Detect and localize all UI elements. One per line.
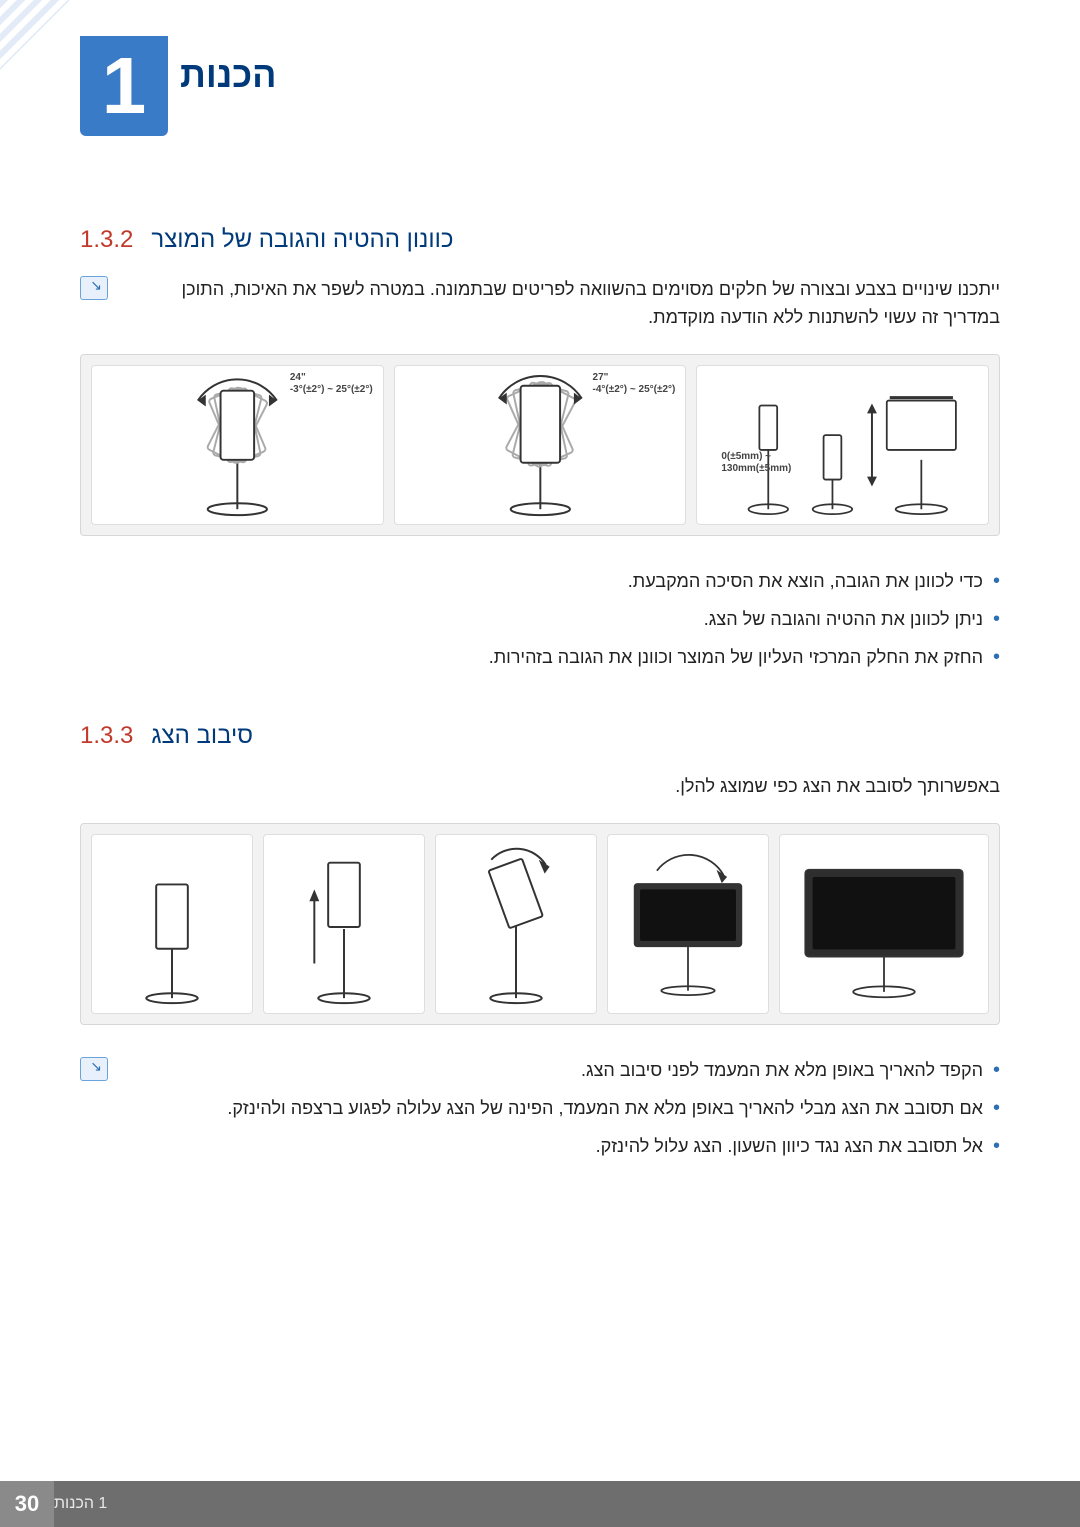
tilt-figure-24: 24" -3°(±2°) ~ 25°(±2°): [91, 365, 384, 525]
page-footer: 1 הכנות 30: [0, 1481, 1080, 1527]
section-title: סיבוב הצג: [151, 722, 253, 750]
figure-label: 0(±5mm) ~ 130mm(±5mm): [721, 451, 791, 476]
footer-page-number: 30: [0, 1481, 54, 1527]
tilt-figure-27: 27" -4°(±2°) ~ 25°(±2°): [394, 365, 687, 525]
chapter-header: הכנות 1: [80, 0, 1000, 136]
list-item: כדי לכוונן את הגובה, הוצא את הסיכה המקבע…: [120, 562, 1000, 600]
rotate-figure-row: [80, 823, 1000, 1025]
footer-text: 1 הכנות: [54, 1495, 107, 1513]
height-figure: 0(±5mm) ~ 130mm(±5mm): [696, 365, 989, 525]
page-content: הכנות 1 כוונון ההטיה והגובה של המוצר 1.3…: [0, 0, 1080, 1187]
list-item: אל תסובב את הצג נגד כיוון השעון. הצג עלו…: [162, 1127, 1000, 1165]
note-icon: [80, 276, 108, 300]
rotate-step-5: [779, 834, 989, 1014]
list-item: אם תסובב את הצג מבלי להאריך באופן מלא את…: [162, 1089, 1000, 1127]
rotate-bullets: הקפד להאריך באופן מלא את המעמד לפני סיבו…: [122, 1051, 1000, 1165]
note-icon: [80, 1057, 108, 1081]
tilt-figure-row: 24" -3°(±2°) ~ 25°(±2°) 27" -4°(±2°) ~ 2…: [80, 354, 1000, 536]
rotate-step-3: [435, 834, 597, 1014]
section-title: כוונון ההטיה והגובה של המוצר: [151, 226, 453, 254]
note-text: ייתכנו שינויים בצבע ובצורה של חלקים מסוי…: [122, 276, 1000, 332]
chapter-number-box: 1: [80, 36, 168, 136]
figure-label: 27" -4°(±2°) ~ 25°(±2°): [593, 372, 676, 397]
chapter-title: הכנות: [180, 36, 276, 96]
section-number: 1.3.2: [80, 226, 133, 254]
tilt-bullets: כדי לכוונן את הגובה, הוצא את הסיכה המקבע…: [80, 562, 1000, 676]
rotate-note-block: הקפד להאריך באופן מלא את המעמד לפני סיבו…: [80, 1051, 1000, 1165]
rotate-step-1: [91, 834, 253, 1014]
figure-label: 24" -3°(±2°) ~ 25°(±2°): [290, 372, 373, 397]
section-number: 1.3.3: [80, 722, 133, 750]
note-block: ייתכנו שינויים בצבע ובצורה של חלקים מסוי…: [80, 276, 1000, 332]
rotate-step-4: [607, 834, 769, 1014]
list-item: החזק את החלק המרכזי העליון של המוצר וכוו…: [120, 638, 1000, 676]
section-heading-rotate: סיבוב הצג 1.3.3: [80, 722, 1000, 750]
rotate-body: באפשרותך לסובב את הצג כפי שמוצג להלן.: [80, 772, 1000, 801]
rotate-step-2: [263, 834, 425, 1014]
list-item: הקפד להאריך באופן מלא את המעמד לפני סיבו…: [162, 1051, 1000, 1089]
section-heading-tilt: כוונון ההטיה והגובה של המוצר 1.3.2: [80, 226, 1000, 254]
list-item: ניתן לכוונן את ההטיה והגובה של הצג.: [120, 600, 1000, 638]
